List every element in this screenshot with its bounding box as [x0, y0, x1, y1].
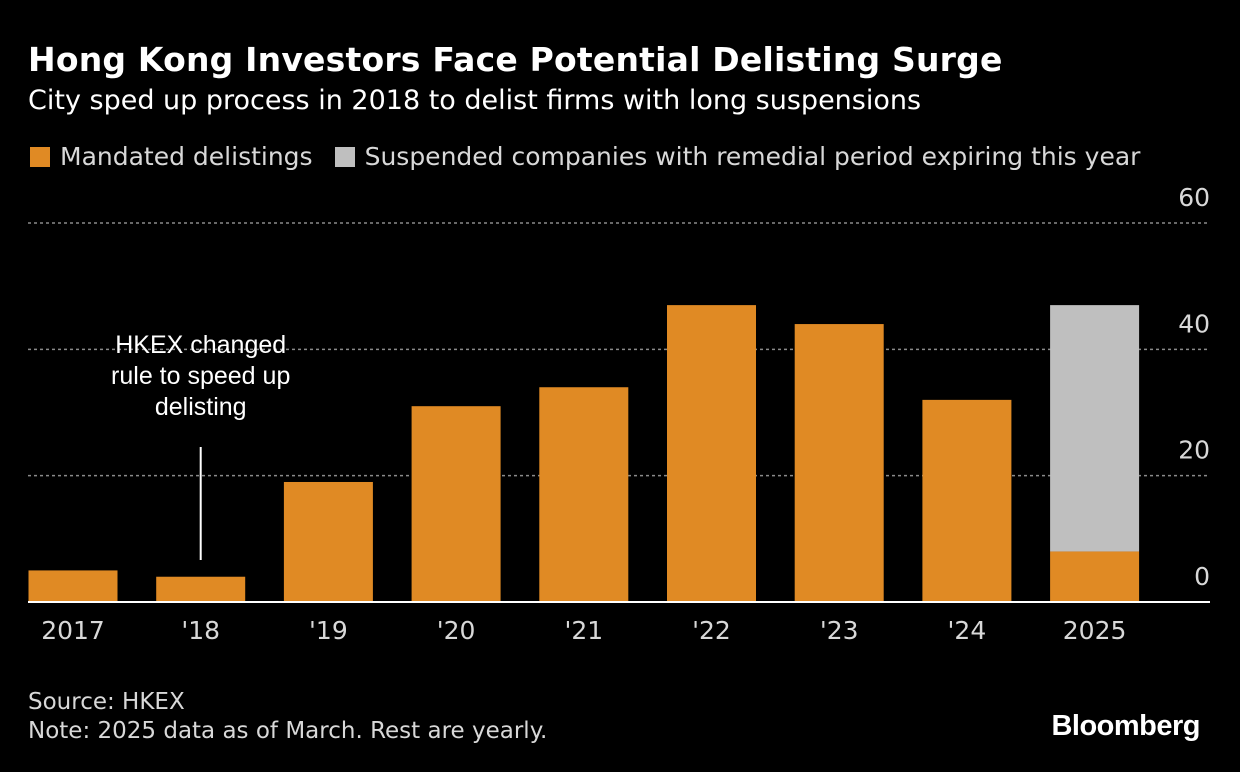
y-tick-label-0: 0 [1194, 562, 1210, 591]
annotation-text-line-1: HKEX changed [115, 331, 286, 359]
legend-label-mandated: Mandated delistings [60, 142, 313, 171]
legend-label-suspended: Suspended companies with remedial period… [364, 142, 1141, 171]
x-tick-label-7: '24 [948, 616, 987, 645]
legend-item-mandated: Mandated delistings [30, 142, 313, 171]
x-tick-label-0: 2017 [41, 616, 105, 645]
bar-mandated-7 [922, 399, 1012, 602]
x-tick-label-2: '19 [309, 616, 348, 645]
legend-item-suspended: Suspended companies with remedial period… [334, 142, 1141, 171]
bar-mandated-2 [283, 481, 373, 602]
bar-mandated-6 [794, 324, 884, 602]
legend: Mandated delistings Suspended companies … [30, 142, 1162, 171]
x-tick-label-6: '23 [820, 616, 859, 645]
source-text: Source: HKEX [28, 689, 185, 715]
x-tick-label-8: 2025 [1063, 616, 1127, 645]
bar-mandated-1 [156, 576, 246, 602]
annotation-text-line-3: delisting [155, 393, 247, 421]
y-tick-label-40: 40 [1178, 309, 1210, 338]
bar-mandated-8 [1050, 551, 1140, 602]
y-tick-label-60: 60 [1178, 183, 1210, 212]
bar-mandated-4 [539, 387, 629, 602]
x-tick-label-4: '21 [564, 616, 603, 645]
bar-suspended-8 [1050, 305, 1140, 552]
bar-mandated-0 [28, 570, 118, 602]
bar-mandated-5 [667, 305, 756, 602]
chart-subtitle: City sped up process in 2018 to delist f… [28, 85, 922, 116]
chart-title: Hong Kong Investors Face Potential Delis… [28, 40, 1003, 79]
note-text: Note: 2025 data as of March. Rest are ye… [28, 718, 548, 744]
x-tick-label-3: '20 [437, 616, 476, 645]
annotation-text-line-2: rule to speed up [111, 362, 290, 390]
x-tick-label-1: '18 [181, 616, 220, 645]
legend-swatch-suspended [334, 146, 355, 167]
legend-swatch-mandated [30, 146, 50, 167]
y-tick-label-20: 20 [1178, 436, 1210, 465]
bloomberg-logo: Bloomberg [1051, 710, 1200, 742]
x-tick-label-5: '22 [692, 616, 731, 645]
bar-mandated-3 [411, 406, 501, 602]
bar-chart: 0 20 40 60 2017 '18 '19 '20 '21 '22 '23 '24 2025 HKEX… [28, 183, 1210, 645]
